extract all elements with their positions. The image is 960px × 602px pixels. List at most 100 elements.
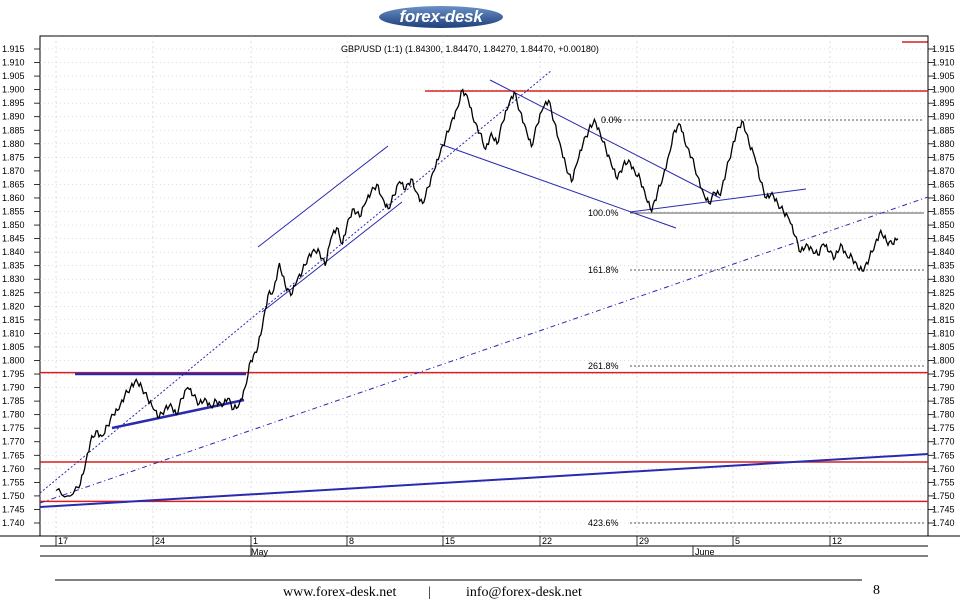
y-tick-label-right: 1.845 [932, 234, 955, 244]
y-tick-label-right: 1.825 [932, 288, 955, 298]
y-tick-label-right: 1.770 [932, 437, 955, 447]
month-label-may: May [251, 547, 269, 557]
dashed-support-trendline [39, 196, 929, 504]
month-label-june: June [695, 547, 715, 557]
fib-261-label: 261.8% [588, 361, 619, 371]
channel-lower-line [261, 201, 403, 313]
y-tick-label-left: 1.765 [2, 450, 25, 460]
y-tick-label-left: 1.900 [2, 85, 25, 95]
forex-desk-logo: forex-desk [378, 4, 504, 30]
y-tick-label-right: 1.780 [932, 410, 955, 420]
gbpusd-chart: 1.915 1.910 1.905 1.900 1.895 1.890 1.885 1.880… [0, 35, 960, 581]
y-tick-label-left: 1.790 [2, 383, 25, 393]
fib-161-label: 161.8% [588, 265, 619, 275]
y-tick-label-right: 1.875 [932, 152, 955, 162]
x-tick-label: 29 [639, 536, 649, 546]
fibonacci-levels: 0.0% 100.0% 161.8% 261.8% 423.6% [588, 115, 924, 528]
y-tick-label-left: 1.845 [2, 234, 25, 244]
y-tick-label-left: 1.915 [2, 44, 25, 54]
y-tick-label-left: 1.895 [2, 98, 25, 108]
y-tick-label-left: 1.875 [2, 152, 25, 162]
grid [40, 36, 928, 536]
horizontal-levels [40, 90, 928, 503]
y-tick-label-left: 1.910 [2, 58, 25, 68]
y-tick-label-right: 1.765 [932, 450, 955, 460]
y-tick-label-right: 1.805 [932, 342, 955, 352]
y-tick-label-right: 1.810 [932, 328, 955, 338]
y-tick-label-left: 1.890 [2, 112, 25, 122]
x-tick-label: 24 [155, 536, 165, 546]
y-tick-label-right: 1.855 [932, 207, 955, 217]
x-tick-label: 8 [349, 536, 354, 546]
y-tick-label-right: 1.905 [932, 71, 955, 81]
logo-text: forex-desk [399, 7, 483, 26]
y-tick-label-left: 1.785 [2, 396, 25, 406]
x-axis-ticks: 17 24 1 8 15 22 29 5 12 [55, 536, 842, 556]
y-tick-label-right: 1.895 [932, 98, 955, 108]
footer-separator: | [428, 585, 431, 600]
y-tick-label-left: 1.880 [2, 139, 25, 149]
y-tick-label-left: 1.805 [2, 342, 25, 352]
y-tick-label-right: 1.915 [932, 44, 955, 54]
y-tick-label-left: 1.865 [2, 179, 25, 189]
long-term-trendline [39, 453, 929, 508]
price-line [55, 88, 899, 498]
y-tick-label-right: 1.885 [932, 125, 955, 135]
y-tick-label-right: 1.790 [932, 383, 955, 393]
y-tick-label-right: 1.740 [932, 518, 955, 528]
y-tick-label-left: 1.755 [2, 477, 25, 487]
y-tick-label-right: 1.850 [932, 220, 955, 230]
logo-badge-icon [379, 6, 503, 28]
y-tick-label-left: 1.820 [2, 301, 25, 311]
y-tick-label-left: 1.840 [2, 247, 25, 257]
y-axis-left: 1.915 1.910 1.905 1.900 1.895 1.890 1.885 1.880… [2, 44, 40, 528]
y-tick-label-left: 1.830 [2, 274, 25, 284]
y-tick-label-right: 1.815 [932, 315, 955, 325]
y-tick-label-left: 1.800 [2, 355, 25, 365]
y-tick-label-right: 1.785 [932, 396, 955, 406]
y-tick-label-right: 1.755 [932, 477, 955, 487]
footer-email[interactable]: info@forex-desk.net [466, 585, 582, 600]
y-tick-label-left: 1.750 [2, 491, 25, 501]
y-tick-label-right: 1.860 [932, 193, 955, 203]
chart-title: GBP/USD (1:1) (1.84300, 1.84470, 1.84270… [341, 44, 599, 54]
downtrend-upper-line [489, 79, 721, 199]
y-tick-label-left: 1.740 [2, 518, 25, 528]
y-tick-label-left: 1.825 [2, 288, 25, 298]
y-tick-label-left: 1.775 [2, 423, 25, 433]
y-tick-label-left: 1.795 [2, 369, 25, 379]
y-tick-label-left: 1.860 [2, 193, 25, 203]
y-tick-label-left: 1.835 [2, 261, 25, 271]
x-tick-label: 15 [445, 536, 455, 546]
y-tick-label-right: 1.880 [932, 139, 955, 149]
y-tick-label-right: 1.900 [932, 85, 955, 95]
downtrend-lower-line [439, 143, 677, 229]
y-tick-label-right: 1.835 [932, 261, 955, 271]
x-tick-label: 1 [253, 536, 258, 546]
y-tick-label-right: 1.800 [932, 355, 955, 365]
y-tick-label-left: 1.855 [2, 207, 25, 217]
y-tick-label-right: 1.870 [932, 166, 955, 176]
fib-0-label: 0.0% [601, 115, 622, 125]
y-tick-label-right: 1.775 [932, 423, 955, 433]
y-tick-label-right: 1.745 [932, 504, 955, 514]
footer: www.forex-desk.net | info@forex-desk.net… [0, 583, 960, 602]
neckline [629, 188, 807, 213]
footer-website[interactable]: www.forex-desk.net [283, 585, 397, 600]
y-tick-label-left: 1.745 [2, 504, 25, 514]
y-axis-right: 1.915 1.910 1.905 1.900 1.895 1.890 1.885 1.880… [928, 44, 955, 528]
y-tick-label-right: 1.840 [932, 247, 955, 257]
y-tick-label-right: 1.865 [932, 179, 955, 189]
y-tick-label-left: 1.815 [2, 315, 25, 325]
y-tick-label-left: 1.850 [2, 220, 25, 230]
y-tick-label-right: 1.910 [932, 58, 955, 68]
y-tick-label-right: 1.795 [932, 369, 955, 379]
channel-upper-line [257, 145, 389, 248]
x-tick-label: 17 [58, 536, 68, 546]
y-tick-label-right: 1.890 [932, 112, 955, 122]
fib-423-label: 423.6% [588, 518, 619, 528]
x-tick-label: 12 [832, 536, 842, 546]
y-tick-label-left: 1.870 [2, 166, 25, 176]
y-tick-label-left: 1.770 [2, 437, 25, 447]
y-tick-label-left: 1.760 [2, 464, 25, 474]
